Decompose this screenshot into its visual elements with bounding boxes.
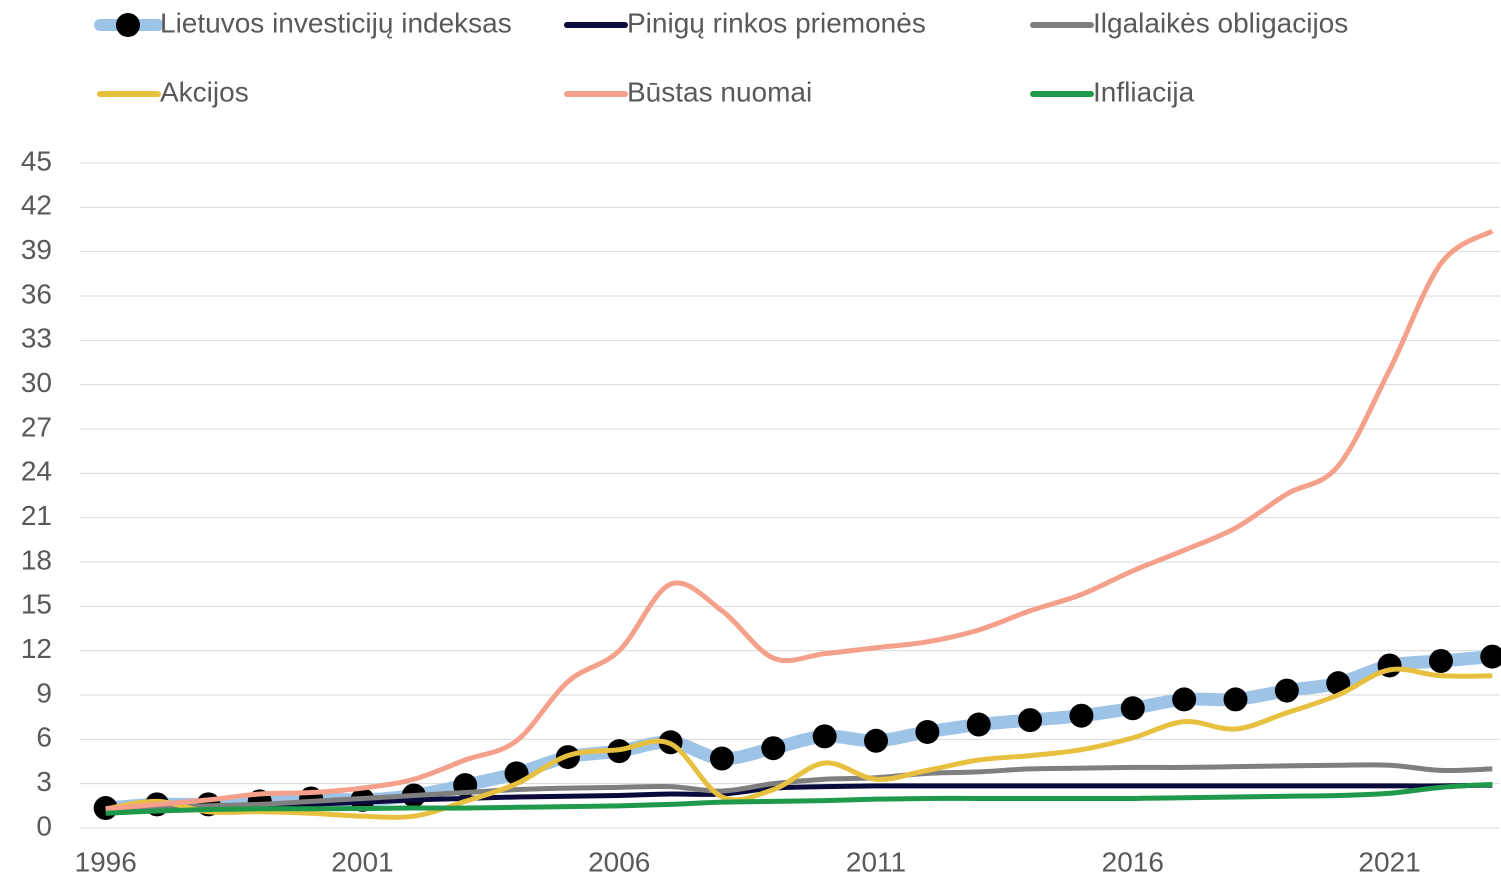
series-line bbox=[105, 782, 1493, 816]
legend-label: Infliacija bbox=[1093, 76, 1195, 107]
legend-label: Ilgalaikės obligacijos bbox=[1093, 7, 1348, 38]
y-tick-label: 18 bbox=[21, 544, 52, 575]
legend-marker bbox=[116, 13, 140, 37]
y-tick-label: 15 bbox=[21, 589, 52, 620]
data-point bbox=[761, 736, 786, 761]
y-tick-label: 27 bbox=[21, 411, 52, 442]
legend-label: Akcijos bbox=[160, 76, 249, 107]
series-line bbox=[105, 666, 1493, 820]
x-tick-label: 1996 bbox=[75, 846, 137, 877]
data-point bbox=[915, 719, 940, 744]
data-point bbox=[1428, 649, 1453, 674]
legend-label: Pinigų rinkos priemonės bbox=[627, 7, 926, 38]
series-line bbox=[105, 228, 1494, 812]
y-tick-label: 9 bbox=[36, 677, 52, 708]
y-tick-label: 24 bbox=[21, 456, 52, 487]
data-point bbox=[1326, 671, 1351, 696]
y-tick-label: 12 bbox=[21, 633, 52, 664]
data-point bbox=[1018, 708, 1043, 733]
data-point bbox=[1480, 644, 1501, 669]
y-tick-label: 42 bbox=[21, 190, 52, 221]
data-point bbox=[1120, 696, 1145, 721]
series-line bbox=[105, 781, 1493, 816]
y-tick-label: 39 bbox=[21, 234, 52, 265]
data-point bbox=[864, 728, 889, 753]
y-tick-label: 45 bbox=[21, 145, 52, 176]
series-line bbox=[105, 762, 1493, 812]
y-tick-label: 36 bbox=[21, 278, 52, 309]
data-point bbox=[1223, 687, 1248, 712]
y-tick-label: 30 bbox=[21, 367, 52, 398]
legend-label: Būstas nuomai bbox=[627, 76, 812, 107]
x-tick-label: 2006 bbox=[588, 846, 650, 877]
x-tick-label: 2001 bbox=[331, 846, 393, 877]
data-point bbox=[1069, 703, 1094, 728]
data-point bbox=[709, 746, 734, 771]
legend-label: Lietuvos investicijų indeksas bbox=[160, 7, 512, 38]
y-tick-label: 0 bbox=[36, 810, 52, 841]
y-tick-label: 6 bbox=[36, 722, 52, 753]
y-tick-label: 21 bbox=[21, 500, 52, 531]
y-tick-label: 3 bbox=[36, 766, 52, 797]
x-tick-label: 2016 bbox=[1102, 846, 1164, 877]
data-point bbox=[966, 712, 991, 737]
data-point bbox=[1274, 678, 1299, 703]
x-tick-label: 2021 bbox=[1358, 846, 1420, 877]
y-tick-label: 33 bbox=[21, 323, 52, 354]
data-point bbox=[1172, 687, 1197, 712]
x-tick-label: 2011 bbox=[846, 846, 906, 877]
data-point bbox=[812, 724, 837, 749]
